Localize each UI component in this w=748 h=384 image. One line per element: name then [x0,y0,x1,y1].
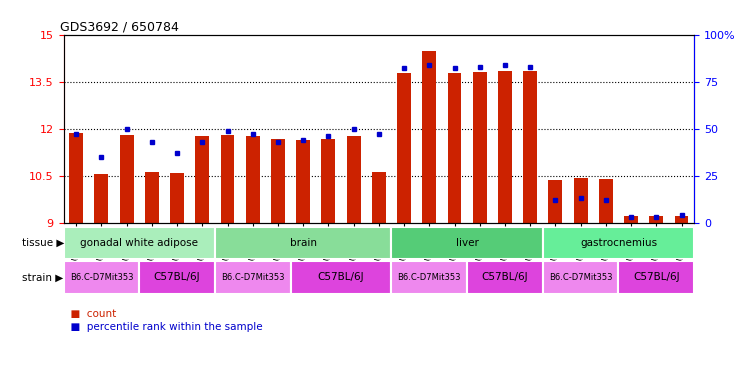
Bar [372,172,386,223]
Bar [391,227,543,259]
Text: B6.C-D7Mit353: B6.C-D7Mit353 [397,273,461,282]
Bar [120,135,134,223]
Bar [94,174,108,223]
Bar [473,71,487,223]
Bar [322,139,335,223]
Bar [543,227,694,259]
Bar [574,178,588,223]
Bar [64,227,215,259]
Bar [64,261,139,294]
Bar [215,261,290,294]
Text: GDS3692 / 650784: GDS3692 / 650784 [61,20,180,33]
Bar [498,71,512,223]
Bar [423,51,436,223]
Text: B6.C-D7Mit353: B6.C-D7Mit353 [70,273,133,282]
Bar [468,261,543,294]
Bar [619,261,694,294]
Text: C57BL/6J: C57BL/6J [154,272,200,283]
Text: ■  count: ■ count [64,309,116,319]
Bar [524,71,537,223]
Bar [145,172,159,223]
Bar [599,179,613,223]
Bar [215,227,391,259]
Bar [170,172,184,223]
Bar [271,139,285,223]
Text: B6.C-D7Mit353: B6.C-D7Mit353 [221,273,284,282]
Bar [624,217,638,223]
Text: tissue ▶: tissue ▶ [22,238,65,248]
Bar [139,261,215,294]
Text: C57BL/6J: C57BL/6J [318,272,364,283]
Text: liver: liver [456,238,479,248]
Bar [548,180,562,223]
Bar [221,135,234,223]
Text: C57BL/6J: C57BL/6J [482,272,528,283]
Text: ■  percentile rank within the sample: ■ percentile rank within the sample [64,322,263,332]
Text: strain ▶: strain ▶ [22,272,64,283]
Text: C57BL/6J: C57BL/6J [633,272,680,283]
Bar [543,261,619,294]
Bar [195,136,209,223]
Text: brain: brain [289,238,316,248]
Bar [246,136,260,223]
Bar [70,133,83,223]
Bar [296,140,310,223]
Bar [675,216,688,223]
Text: gonadal white adipose: gonadal white adipose [80,238,198,248]
Bar [347,136,361,223]
Text: B6.C-D7Mit353: B6.C-D7Mit353 [549,273,613,282]
Bar [447,73,462,223]
Bar [290,261,391,294]
Bar [397,73,411,223]
Text: gastrocnemius: gastrocnemius [580,238,657,248]
Bar [391,261,468,294]
Bar [649,217,663,223]
